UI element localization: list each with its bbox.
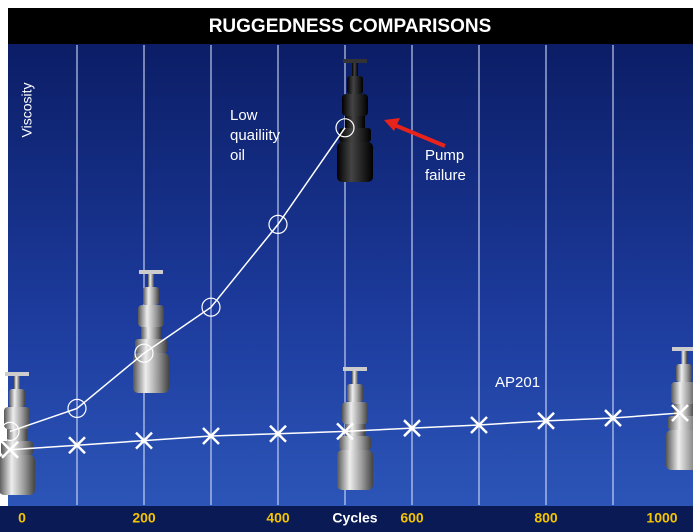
annotation: oil	[230, 147, 245, 164]
pointer-arrow	[391, 122, 446, 148]
x-tick-label: 0	[18, 510, 26, 526]
point-marker	[68, 436, 86, 455]
x-tick-label: 600	[400, 510, 424, 526]
point-marker	[671, 404, 689, 422]
series-line	[9, 127, 346, 433]
series	[0, 118, 689, 459]
annotation: Pump	[425, 147, 464, 164]
point-marker	[269, 424, 287, 443]
point-marker	[1, 440, 19, 459]
point-marker	[134, 343, 154, 363]
x-tick-label: 400	[266, 510, 290, 526]
point-marker	[268, 214, 288, 234]
annotation: Low	[230, 107, 258, 124]
pointer-arrow-head	[384, 118, 400, 131]
annotation: failure	[425, 167, 466, 184]
point-marker	[336, 422, 354, 441]
axis-band	[0, 506, 693, 532]
point-marker	[67, 398, 87, 418]
x-tick-label: 200	[132, 510, 156, 526]
point-marker	[470, 416, 488, 434]
point-marker	[135, 431, 153, 450]
x-tick-label: 1000	[646, 510, 677, 526]
x-tick-label: 800	[534, 510, 558, 526]
chart-title: RUGGEDNESS COMPARISONS	[209, 16, 492, 37]
point-marker	[202, 427, 220, 445]
x-axis-label: Cycles	[332, 510, 377, 526]
point-marker	[201, 297, 221, 317]
grid	[76, 45, 614, 505]
annotation: quailiity	[230, 127, 281, 144]
annotation: AP201	[495, 374, 540, 391]
point-marker	[537, 411, 555, 430]
y-axis-label: Viscosity	[19, 83, 35, 138]
point-marker	[335, 118, 355, 138]
point-marker	[0, 421, 20, 441]
title-bar	[8, 8, 693, 44]
point-marker	[403, 419, 421, 438]
point-marker	[604, 409, 622, 427]
